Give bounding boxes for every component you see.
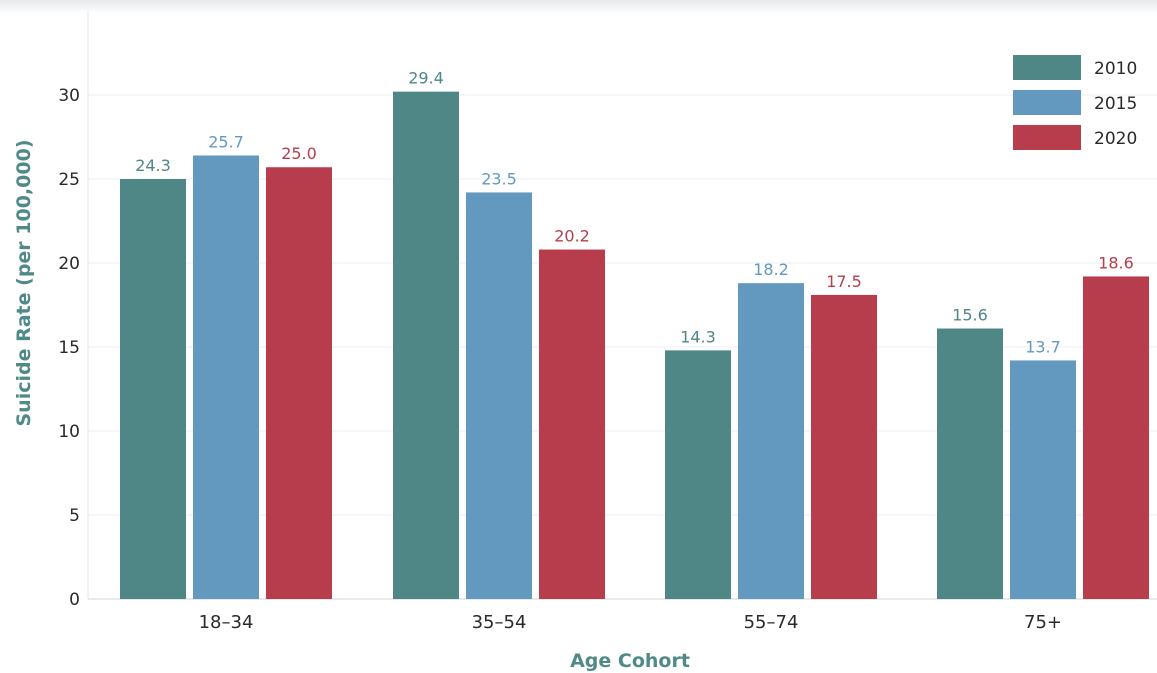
x-tick-label: 18–34 [199, 612, 254, 633]
data-label: 24.3 [135, 156, 171, 175]
bars [120, 91, 1149, 600]
bar-2020-18–34 [266, 167, 332, 600]
data-label: 29.4 [408, 69, 444, 88]
bar-2015-55–74 [738, 283, 804, 599]
x-tick-label: 35–54 [472, 612, 527, 633]
bar-2010-55–74 [665, 350, 731, 599]
data-labels: 24.3 29.4 14.3 15.6 25.7 23.5 18.2 13.7 25.0 20.2… [135, 69, 1134, 357]
y-axis-title: Suicide Rate (per 100,000) [13, 139, 35, 426]
y-tick-label: 0 [69, 590, 80, 610]
legend-label: 2015 [1094, 94, 1137, 114]
x-tick-labels: 18–34 35–54 55–74 75+ [199, 612, 1062, 633]
data-label: 23.5 [481, 169, 517, 188]
bar-2010-35–54 [393, 91, 459, 599]
legend-swatch-2020 [1013, 125, 1081, 150]
data-label: 25.0 [281, 144, 317, 163]
data-label: 25.7 [208, 132, 244, 151]
data-label: 18.6 [1098, 253, 1134, 272]
bar-2010-18–34 [120, 179, 186, 599]
bar-2010-75+ [937, 328, 1003, 599]
data-label: 17.5 [826, 272, 862, 291]
top-shadow-band [0, 0, 1157, 14]
x-axis-title: Age Cohort [570, 650, 690, 672]
bar-2020-55–74 [811, 294, 877, 599]
x-tick-label: 75+ [1024, 612, 1062, 633]
legend-label: 2020 [1094, 129, 1137, 149]
data-label: 13.7 [1025, 337, 1061, 356]
data-label: 14.3 [680, 327, 716, 346]
y-tick-label: 25 [58, 170, 80, 190]
y-tick-label: 5 [69, 506, 80, 526]
bar-2020-75+ [1083, 276, 1149, 599]
bar-2015-18–34 [193, 155, 259, 600]
legend-swatch-2015 [1013, 90, 1081, 115]
data-label: 15.6 [952, 306, 988, 325]
data-label: 18.2 [753, 260, 789, 279]
data-label: 20.2 [554, 227, 590, 246]
legend: 2010 2015 2020 [1013, 55, 1137, 150]
legend-swatch-2010 [1013, 55, 1081, 80]
legend-label: 2010 [1094, 59, 1137, 79]
bar-2020-35–54 [539, 249, 605, 599]
y-tick-label: 30 [58, 86, 80, 106]
y-tick-label: 15 [58, 338, 80, 358]
y-tick-labels: 0 5 10 15 20 25 30 [58, 86, 80, 610]
bar-2015-35–54 [466, 192, 532, 599]
y-tick-label: 10 [58, 422, 80, 442]
x-tick-label: 55–74 [744, 612, 799, 633]
y-tick-label: 20 [58, 254, 80, 274]
bar-2015-75+ [1010, 360, 1076, 599]
